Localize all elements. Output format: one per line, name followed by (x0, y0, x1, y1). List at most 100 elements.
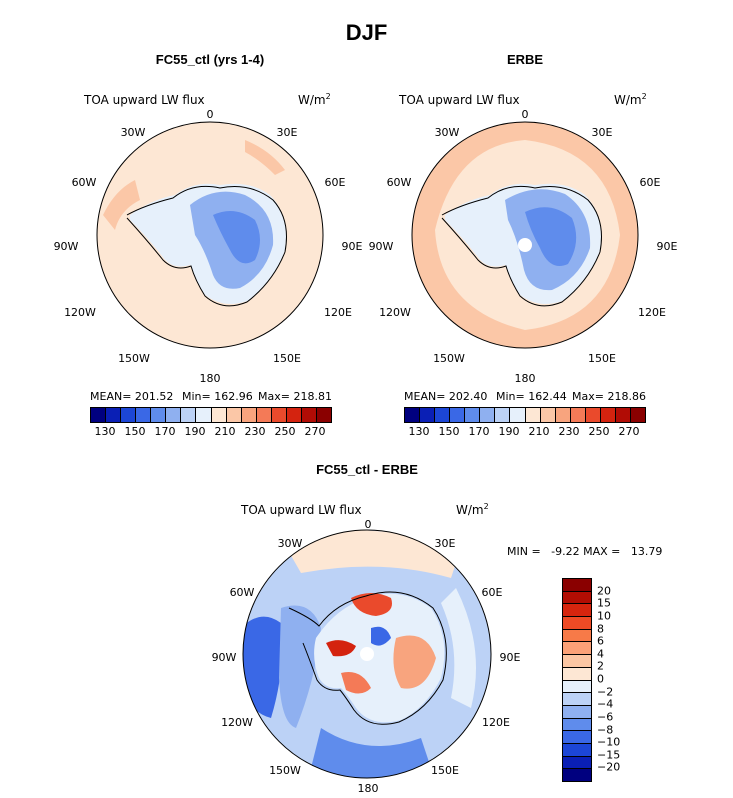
diff-colorbar-swatch (563, 768, 591, 781)
bottom-panel-title: FC55_ctl - ERBE (316, 462, 418, 477)
left-colorbar-labels: 130 150 170 190 210 230 250 270 (90, 425, 330, 439)
diff-colorbar-tick-label: −4 (597, 697, 614, 711)
diff-colorbar-tick-label: 2 (597, 659, 604, 673)
bottom-red-patch-east (393, 635, 436, 689)
colorbar-swatch (584, 408, 600, 422)
diff-colorbar-tick-label: 15 (597, 596, 611, 610)
bottom-pole-hole (360, 647, 374, 661)
diff-colorbar-tick-label: −15 (597, 748, 621, 762)
left-lon-90w: 90W (53, 240, 79, 253)
right-panel-title: ERBE (506, 52, 544, 67)
colorbar-swatch (255, 408, 271, 422)
diff-colorbar-tick-label: −20 (597, 760, 621, 774)
bottom-lon-150w: 150W (269, 764, 301, 777)
right-lon-180: 180 (514, 372, 536, 385)
left-lon-180: 180 (199, 372, 221, 385)
right-coastline (441, 185, 602, 307)
bottom-field-label: TOA upward LW flux (241, 503, 362, 517)
right-colorbar (404, 407, 646, 423)
colorbar-swatch (599, 408, 615, 422)
diff-colorbar-tick-label: −2 (597, 685, 614, 699)
colorbar-swatch (150, 408, 166, 422)
colorbar-swatch (614, 408, 630, 422)
left-mean: MEAN= 201.52 (90, 390, 174, 403)
left-max: Max= 218.81 (258, 390, 332, 403)
diff-colorbar-swatch (563, 628, 591, 642)
diff-colorbar-tick-label: 20 (597, 584, 611, 598)
colorbar-tick-label: 230 (558, 425, 580, 438)
diff-colorbar-tick-label: 0 (597, 672, 604, 686)
right-max: Max= 218.86 (572, 390, 646, 403)
colorbar-swatch (524, 408, 540, 422)
right-lon-60e: 60E (639, 176, 661, 189)
diff-colorbar-tick-label: −6 (597, 710, 614, 724)
colorbar-swatch (120, 408, 136, 422)
diff-colorbar-swatch (563, 742, 591, 756)
left-lon-120w: 120W (64, 306, 96, 319)
left-field-label: TOA upward LW flux (84, 93, 205, 107)
right-units-label: W/m2 (614, 92, 647, 107)
right-lon-60w: 60W (386, 176, 412, 189)
bottom-red-patch-center (326, 640, 356, 657)
left-polar-map (96, 121, 324, 349)
diff-colorbar-tick-label: 4 (597, 647, 604, 661)
colorbar-swatch (494, 408, 510, 422)
colorbar-swatch (105, 408, 121, 422)
right-lon-150w: 150W (433, 352, 465, 365)
colorbar-swatch (180, 408, 196, 422)
right-lon-90w: 90W (368, 240, 394, 253)
colorbar-tick-label: 150 (438, 425, 460, 438)
left-lon-120e: 120E (324, 306, 352, 319)
diff-colorbar-tick-label: −8 (597, 723, 614, 736)
left-lon-90e: 90E (341, 240, 363, 253)
left-lon-60e: 60E (324, 176, 346, 189)
colorbar-swatch (225, 408, 241, 422)
diff-colorbar-swatch (563, 692, 591, 705)
colorbar-tick-label: 190 (498, 425, 520, 438)
colorbar-tick-label: 150 (124, 425, 146, 438)
colorbar-swatch (479, 408, 495, 422)
left-lon-0: 0 (206, 108, 214, 121)
colorbar-swatch (464, 408, 480, 422)
bottom-lon-30e: 30E (434, 537, 456, 550)
colorbar-tick-label: 170 (154, 425, 176, 438)
bottom-light-band-east (441, 588, 476, 708)
diff-colorbar-labels: 20 15 10 8 6 4 2 0 −2 −4 −6 −8 −10 −15 −20 (597, 578, 637, 780)
diff-colorbar-swatch (563, 654, 591, 667)
left-lon-30e: 30E (276, 126, 298, 139)
colorbar-tick-label: 210 (214, 425, 236, 438)
colorbar-swatch (165, 408, 181, 422)
left-lon-150w: 150W (118, 352, 150, 365)
left-lon-150e: 150E (273, 352, 301, 365)
right-field-label: TOA upward LW flux (399, 93, 520, 107)
bottom-light-band-north (281, 530, 461, 578)
colorbar-swatch (270, 408, 286, 422)
bottom-deep-blue-west (243, 616, 283, 718)
bottom-mid-blue-west (279, 605, 321, 728)
bottom-coastline (288, 591, 447, 725)
bottom-lon-120w: 120W (221, 716, 253, 729)
diff-colorbar-swatch (563, 755, 591, 769)
colorbar-swatch (315, 408, 331, 422)
bottom-lon-90e: 90E (499, 651, 521, 664)
colorbar-tick-label: 170 (468, 425, 490, 438)
diff-colorbar-tick-label: −10 (597, 735, 621, 749)
bottom-lon-90w: 90W (211, 651, 237, 664)
right-ice-core (525, 207, 577, 266)
colorbar-tick-label: 270 (618, 425, 640, 438)
diff-colorbar-tick-label: 10 (597, 609, 611, 623)
diff-colorbar-swatch (563, 590, 591, 604)
colorbar-tick-label: 250 (588, 425, 610, 438)
right-lon-120e: 120E (638, 306, 666, 319)
diff-colorbar-swatch (563, 730, 591, 743)
diff-colorbar-tick-label: 8 (597, 622, 604, 635)
diff-colorbar-swatch (563, 717, 591, 731)
colorbar-tick-label: 250 (274, 425, 296, 438)
colorbar-tick-label: 230 (244, 425, 266, 438)
bottom-lon-120e: 120E (482, 716, 510, 729)
left-lon-60w: 60W (71, 176, 97, 189)
colorbar-swatch (135, 408, 151, 422)
colorbar-swatch (569, 408, 585, 422)
bottom-minmax: MIN = -9.22 MAX = 13.79 (507, 545, 663, 558)
right-lon-30w: 30W (434, 126, 460, 139)
